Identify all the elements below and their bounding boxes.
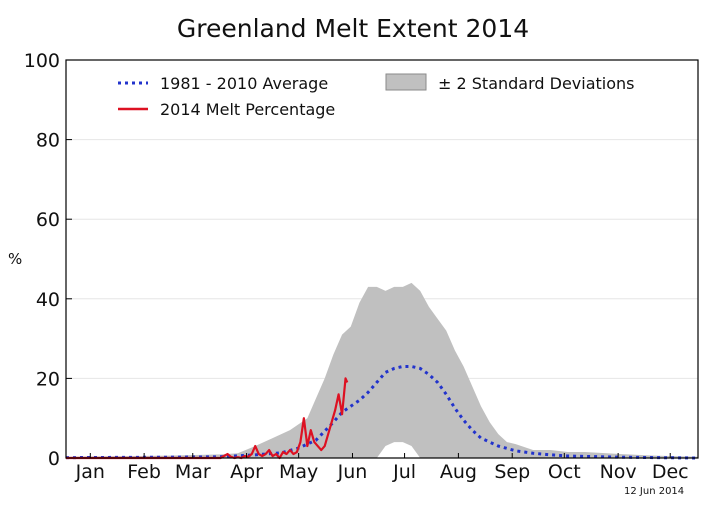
y-tick-label: 100 [24,50,60,72]
legend-swatch-band [385,73,427,91]
x-tick-label: Aug [440,461,477,483]
chart-title: Greenland Melt Extent 2014 [176,14,530,43]
legend-label: 1981 - 2010 Average [160,74,328,93]
x-tick-label: Jun [337,461,368,483]
x-tick-label: Mar [175,461,211,483]
std-dev-band-lower-gap [66,442,698,458]
x-tick-label: Feb [127,461,161,483]
x-tick-label: Dec [652,461,689,483]
x-tick-label: Sep [494,461,530,483]
y-axis-ticks: 0 20 40 60 80 100 [24,50,72,470]
legend: 1981 - 2010 Average 2014 Melt Percentage ±… [118,73,635,119]
y-tick-label: 60 [36,209,60,231]
y-tick-label: 40 [36,289,60,311]
y-tick-label: 20 [36,368,60,390]
x-axis-ticks: Jan Feb Mar Apr May Jun Jul Aug Sep Oct Nov Dec [75,453,689,483]
y-tick-label: 0 [48,448,60,470]
x-tick-label: May [279,461,318,483]
std-dev-band [66,282,698,458]
x-tick-label: Apr [230,461,263,483]
legend-label: 2014 Melt Percentage [160,100,335,119]
y-axis-label: % [8,250,23,268]
plot-frame [65,59,699,459]
x-tick-label: Nov [600,461,637,483]
x-tick-label: Jul [392,461,416,483]
date-stamp: 12 Jun 2014 [624,486,685,497]
x-tick-label: Oct [548,461,581,483]
legend-label: ± 2 Standard Deviations [438,74,635,93]
x-tick-label: Jan [75,461,105,483]
y-tick-label: 80 [36,130,60,152]
